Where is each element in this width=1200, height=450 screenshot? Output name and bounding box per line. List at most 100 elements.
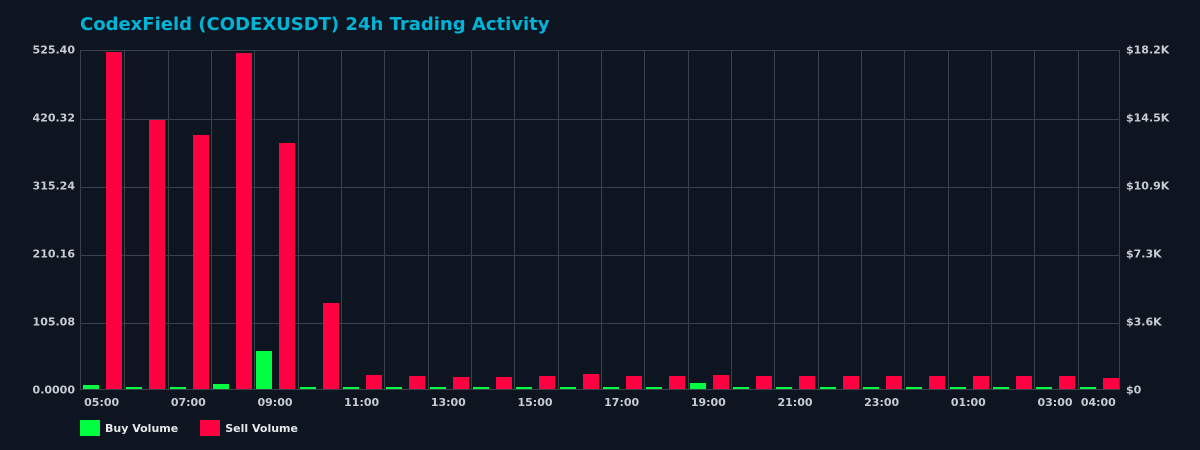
v-gridline <box>991 51 992 389</box>
buy-bar[interactable] <box>169 386 186 389</box>
h-gridline <box>81 119 1119 120</box>
buy-bar[interactable] <box>516 387 533 389</box>
h-gridline <box>81 187 1119 188</box>
sell-bar[interactable] <box>1059 375 1076 389</box>
sell-bar[interactable] <box>539 375 556 389</box>
y-tick-right: $18.2K <box>1126 43 1170 57</box>
v-gridline <box>211 51 212 389</box>
buy-bar[interactable] <box>949 387 966 389</box>
sell-bar[interactable] <box>929 375 946 389</box>
x-tick: 04:00 <box>1080 396 1116 409</box>
v-gridline <box>254 51 256 389</box>
sell-bar[interactable] <box>842 375 859 389</box>
x-tick: 09:00 <box>257 396 293 409</box>
legend-label-buy: Buy Volume <box>105 421 179 435</box>
v-gridline <box>687 51 689 389</box>
x-tick: 07:00 <box>170 396 206 409</box>
v-gridline <box>601 51 602 389</box>
buy-bar[interactable] <box>646 387 663 389</box>
buy-bar[interactable] <box>343 386 359 389</box>
sell-bar[interactable] <box>669 375 686 389</box>
sell-bar[interactable] <box>106 52 122 389</box>
sell-bar[interactable] <box>626 375 642 389</box>
buy-bar[interactable] <box>1036 387 1053 389</box>
v-gridline <box>341 51 342 389</box>
sell-bar[interactable] <box>409 375 426 389</box>
v-gridline <box>514 51 516 389</box>
sell-bar[interactable] <box>192 135 209 389</box>
buy-bar[interactable] <box>299 387 316 389</box>
buy-bar[interactable] <box>213 383 229 389</box>
sell-bar[interactable] <box>886 375 902 389</box>
buy-bar[interactable] <box>83 385 99 389</box>
sell-bar[interactable] <box>366 374 382 389</box>
v-gridline <box>861 51 862 389</box>
buy-bar[interactable] <box>906 387 923 389</box>
v-gridline <box>644 51 646 389</box>
v-gridline <box>297 51 299 389</box>
v-gridline <box>904 51 906 389</box>
y-tick-right: $0 <box>1126 383 1142 397</box>
buy-bar[interactable] <box>429 387 446 389</box>
sell-bar[interactable] <box>799 375 816 389</box>
v-gridline <box>124 51 126 389</box>
x-tick: 23:00 <box>864 396 900 409</box>
sell-bar[interactable] <box>496 376 512 389</box>
y-tick-right: $7.3K <box>1126 247 1162 261</box>
v-gridline <box>731 51 732 389</box>
x-tick: 21:00 <box>777 396 813 409</box>
sell-bar[interactable] <box>322 302 339 389</box>
chart-title: CodexField (CODEXUSDT) 24h Trading Activ… <box>80 14 550 35</box>
x-tick: 01:00 <box>950 396 986 409</box>
buy-bar[interactable] <box>473 387 489 389</box>
sell-bar[interactable] <box>1102 377 1119 389</box>
x-tick: 17:00 <box>604 396 640 409</box>
sell-bar[interactable] <box>149 120 166 389</box>
sell-bar[interactable] <box>972 375 989 389</box>
y-tick-left: 105.08 <box>32 315 75 329</box>
sell-bar[interactable] <box>452 376 469 389</box>
sell-bar[interactable] <box>582 373 599 389</box>
y-tick-right: $10.9K <box>1126 179 1170 193</box>
sell-bar[interactable] <box>236 53 252 389</box>
buy-bar[interactable] <box>689 382 706 389</box>
x-tick: 11:00 <box>344 396 380 409</box>
v-gridline <box>471 51 472 389</box>
v-gridline <box>817 51 819 389</box>
buy-bar[interactable] <box>603 387 619 389</box>
buy-bar[interactable] <box>733 387 749 389</box>
h-gridline <box>81 255 1119 256</box>
legend-label-sell: Sell Volume <box>225 421 298 435</box>
v-gridline <box>384 51 386 389</box>
buy-bar[interactable] <box>256 350 273 389</box>
y-tick-left: 420.32 <box>32 111 75 125</box>
buy-bar[interactable] <box>559 387 576 389</box>
y-tick-left: 525.40 <box>32 43 75 57</box>
legend: Buy Volume Sell Volume <box>80 420 320 436</box>
y-tick-right: $14.5K <box>1126 111 1170 125</box>
plot-area <box>80 50 1120 390</box>
x-tick: 03:00 <box>1037 396 1073 409</box>
sell-bar[interactable] <box>279 142 296 389</box>
v-gridline <box>1034 51 1036 389</box>
sell-bar[interactable] <box>1016 375 1032 389</box>
y-tick-right: $3.6K <box>1126 315 1162 329</box>
sell-bar[interactable] <box>712 374 729 389</box>
y-tick-left: 210.16 <box>32 247 75 261</box>
y-tick-left: 315.24 <box>32 179 75 193</box>
buy-bar[interactable] <box>863 387 879 389</box>
buy-bar[interactable] <box>993 387 1009 389</box>
v-gridline <box>557 51 559 389</box>
v-gridline <box>427 51 429 389</box>
legend-item-sell[interactable]: Sell Volume <box>200 420 298 436</box>
sell-bar[interactable] <box>756 375 772 389</box>
x-tick: 05:00 <box>84 396 120 409</box>
buy-bar[interactable] <box>126 387 143 389</box>
v-gridline <box>774 51 776 389</box>
buy-bar[interactable] <box>386 386 403 389</box>
buy-bar[interactable] <box>819 387 836 389</box>
legend-item-buy[interactable]: Buy Volume <box>80 420 178 436</box>
buy-bar[interactable] <box>1079 387 1096 389</box>
x-tick: 19:00 <box>690 396 726 409</box>
buy-bar[interactable] <box>776 387 793 389</box>
